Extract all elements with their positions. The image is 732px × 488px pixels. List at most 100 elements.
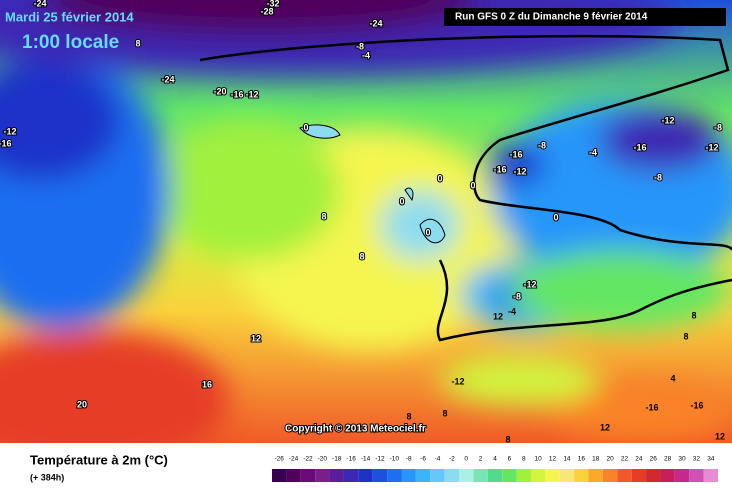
- colorbar-swatch: [459, 469, 474, 482]
- contour-label: 8: [321, 211, 326, 221]
- colorbar-swatch: [473, 469, 488, 482]
- colorbar-tick-label: 4: [493, 456, 497, 463]
- colorbar-swatch: [516, 469, 531, 482]
- colorbar-tick-label: 6: [508, 456, 512, 463]
- contour-label: 12: [600, 422, 610, 432]
- footer-lead: (+ 384h): [30, 472, 64, 482]
- contour-label: 8: [505, 434, 510, 444]
- contour-label: 20: [77, 399, 87, 409]
- colorbar-tick-label: -22: [303, 456, 313, 463]
- contour-label: -20: [213, 86, 226, 96]
- contour-label: -12: [523, 279, 536, 289]
- contour-label: -16: [230, 89, 243, 99]
- colorbar-tick-label: 32: [693, 456, 701, 463]
- contour-label: -16: [0, 138, 12, 148]
- contour-labels: -24-28-32-24-8-4-24-20-16-12-12-168-12-8…: [0, 0, 725, 444]
- colorbar-tick-label: -4: [435, 456, 441, 463]
- colorbar-tick-label: -24: [289, 456, 299, 463]
- contour-label: -8: [654, 172, 662, 182]
- footer-title: Température à 2m (°C): [30, 452, 168, 467]
- colorbar-swatch: [300, 469, 316, 482]
- colorbar-tick-label: 8: [522, 456, 526, 463]
- contour-label: -8: [356, 41, 364, 51]
- colorbar-swatch: [703, 469, 718, 482]
- contour-label: -32: [266, 0, 279, 8]
- colorbar-swatch: [530, 469, 546, 482]
- contour-label: -4: [362, 50, 370, 60]
- forecast-date: Mardi 25 février 2014: [5, 9, 134, 24]
- contour-label: -8: [714, 122, 722, 132]
- colorbar-swatch: [329, 469, 344, 482]
- contour-label: 8: [691, 310, 696, 320]
- colorbar: -26 -24 -22 -20 -18 -16 -14 -12 -10 -8 -6 -4 -2 0 2 4 6 8…: [272, 456, 718, 482]
- colorbar-swatch: [559, 469, 575, 482]
- colorbar-swatch: [315, 469, 330, 482]
- colorbar-tick-label: -12: [375, 456, 385, 463]
- colorbar-tick-label: -8: [406, 456, 412, 463]
- contour-label: -12: [705, 142, 718, 152]
- colorbar-swatch: [588, 469, 603, 482]
- contour-label: 8: [683, 331, 688, 341]
- contour-label: 4: [670, 373, 675, 383]
- contour-label: 12: [493, 311, 503, 321]
- colorbar-tick-label: -14: [361, 456, 371, 463]
- run-info: Run GFS 0 Z du Dimanche 9 février 2014: [455, 12, 648, 23]
- colorbar-tick-label: 18: [592, 456, 600, 463]
- colorbar-tick-label: 16: [578, 456, 586, 463]
- contour-label: -24: [369, 18, 382, 28]
- colorbar-tick-label: 22: [621, 456, 629, 463]
- colorbar-swatch: [343, 469, 359, 482]
- colorbar-tick-label: 10: [535, 456, 543, 463]
- colorbar-swatch: [545, 469, 560, 482]
- contour-label: -12: [451, 376, 464, 386]
- colorbar-swatch: [574, 469, 589, 482]
- colorbar-swatch: [286, 469, 301, 482]
- contour-label: 0: [425, 227, 430, 237]
- contour-label: -4: [589, 147, 597, 157]
- contour-label: 0: [470, 180, 475, 190]
- colorbar-tick-label: -26: [274, 456, 284, 463]
- contour-label: -16: [690, 400, 703, 410]
- contour-label: -16: [509, 149, 522, 159]
- colorbar-swatch: [602, 469, 618, 482]
- colorbar-swatch: [401, 469, 416, 482]
- contour-label: 12: [715, 431, 725, 441]
- colorbar-swatch: [617, 469, 632, 482]
- colorbar-tick-label: 24: [635, 456, 643, 463]
- contour-label: -12: [513, 166, 526, 176]
- contour-label: 0: [399, 196, 404, 206]
- colorbar-tick-label: 2: [479, 456, 483, 463]
- colorbar-tick-label: 20: [606, 456, 614, 463]
- contour-label: 8: [135, 38, 140, 48]
- colorbar-swatch: [631, 469, 647, 482]
- contour-label: 0: [553, 212, 558, 222]
- colorbar-swatch: [660, 469, 675, 482]
- colorbar-tick-label: 12: [549, 456, 557, 463]
- contour-label: -12: [245, 89, 258, 99]
- contour-label: -12: [661, 115, 674, 125]
- contour-label: 8: [442, 408, 447, 418]
- colorbar-tick-label: 26: [650, 456, 658, 463]
- colorbar-swatch: [502, 469, 517, 482]
- colorbar-swatch: [430, 469, 445, 482]
- copyright: Copyright © 2013 Meteociel.fr: [285, 424, 426, 435]
- contour-label: -24: [161, 74, 174, 84]
- contour-label: -8: [513, 291, 521, 301]
- colorbar-tick-label: 14: [563, 456, 571, 463]
- colorbar-tick-label: 28: [664, 456, 672, 463]
- colorbar-tick-label: -18: [332, 456, 342, 463]
- map: Run GFS 0 Z du Dimanche 9 février 2014 M…: [0, 0, 732, 444]
- contour-label: -12: [3, 126, 16, 136]
- contour-label: -16: [633, 142, 646, 152]
- colorbar-tick-label: -6: [420, 456, 426, 463]
- colorbar-swatch: [674, 469, 690, 482]
- colorbar-swatch: [272, 469, 287, 482]
- colorbar-tick-label: 34: [707, 456, 715, 463]
- contour-label: -24: [33, 0, 46, 8]
- colorbar-tick-label: -16: [346, 456, 356, 463]
- colorbar-swatch: [358, 469, 373, 482]
- contour-label: 8: [406, 411, 411, 421]
- colorbar-swatch: [372, 469, 388, 482]
- contour-label: -4: [508, 306, 516, 316]
